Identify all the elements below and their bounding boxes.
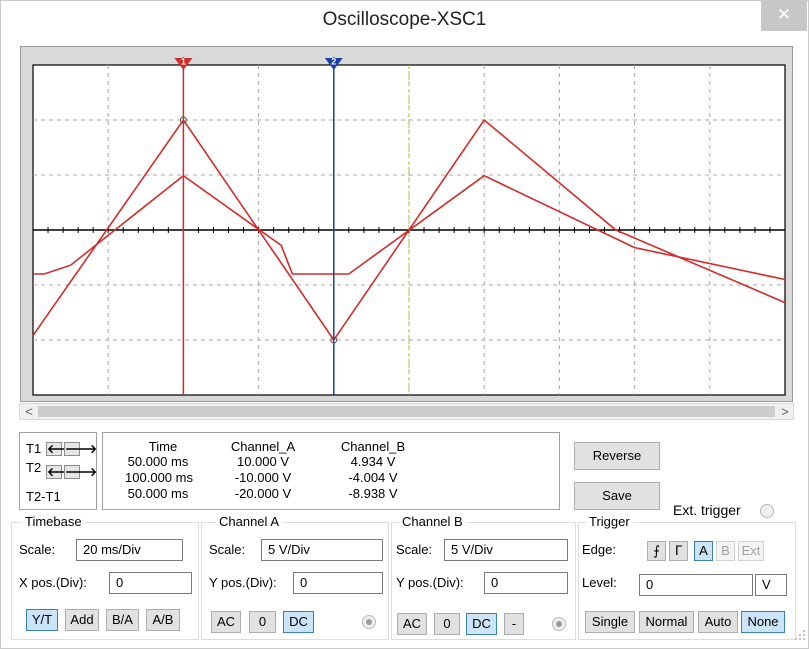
rising-edge-button[interactable]: ⨍ (647, 541, 666, 561)
ext-trigger-radio[interactable] (760, 504, 774, 518)
channel-a-scale-label: Scale: (209, 542, 246, 557)
trigger-level-unit[interactable]: V (755, 574, 787, 596)
channel-a-title: Channel A (216, 514, 282, 529)
trigger-group: Trigger Edge: ⨍ ᒥ A B Ext Level: 0 V Sin… (578, 514, 796, 640)
mode-yt-button[interactable]: Y/T (26, 609, 58, 631)
channel-a-dc-button[interactable]: DC (283, 611, 314, 633)
scroll-left-arrow[interactable]: < (25, 404, 33, 419)
readout-t2-channel-b: -4.004 V (348, 470, 398, 485)
channel-a-ypos-input[interactable]: 0 (293, 572, 383, 594)
trigger-single-button[interactable]: Single (585, 611, 635, 633)
readout-t2-channel-a: -10.000 V (234, 470, 292, 485)
scroll-right-arrow[interactable]: > (781, 404, 789, 419)
channel-b-scale-label: Scale: (396, 542, 433, 557)
cursor-2-marker (330, 336, 338, 344)
t1-right-button[interactable]: 🡒 (64, 442, 97, 456)
channel-b-ac-button[interactable]: AC (397, 613, 427, 635)
window-title: Oscilloscope-XSC1 (322, 9, 487, 30)
t1-left-button[interactable]: 🡐 (46, 442, 79, 456)
horizontal-scrollbar[interactable]: < > (19, 403, 794, 420)
close-button[interactable]: ✕ (761, 1, 807, 31)
trigger-auto-button[interactable]: Auto (698, 611, 738, 633)
t2-right-button[interactable]: 🡒 (64, 465, 97, 479)
trigger-source-b-button[interactable]: B (716, 541, 735, 561)
cursor-controls: T1 🡐 🡒 T2 🡐 🡒 T2-T1 (19, 432, 97, 510)
t2-t1-label: T2-T1 (26, 489, 61, 504)
resize-grip-icon[interactable] (794, 629, 806, 641)
arrow-right-icon: 🡒 (65, 465, 98, 479)
channel-b-radio[interactable] (552, 617, 566, 631)
trigger-normal-button[interactable]: Normal (639, 611, 694, 633)
mode-ba-button[interactable]: B/A (106, 609, 139, 631)
channel-a-radio[interactable] (362, 615, 376, 629)
trigger-source-a-button[interactable]: A (694, 541, 713, 561)
channel-b-dc-button[interactable]: DC (466, 613, 497, 635)
channel-b-ypos-label: Y pos.(Div): (396, 575, 464, 590)
channel-b-zero-button[interactable]: 0 (434, 613, 460, 635)
t2-label: T2 (26, 460, 42, 475)
cursor-2-handle (324, 58, 343, 70)
trigger-source-ext-button[interactable]: Ext (738, 541, 764, 561)
channel-b-title: Channel B (399, 514, 466, 529)
trigger-level-input[interactable]: 0 (639, 574, 753, 596)
readout-t2-time: 100.000 ms (125, 470, 193, 485)
timebase-xpos-label: X pos.(Div): (19, 575, 87, 590)
channel-a-ac-button[interactable]: AC (211, 611, 241, 633)
reverse-button[interactable]: Reverse (574, 442, 660, 470)
title-bar[interactable]: Oscilloscope-XSC1 ✕ (1, 1, 808, 39)
timebase-scale-label: Scale: (19, 542, 56, 557)
timebase-xpos-input[interactable]: 0 (109, 572, 192, 594)
save-button[interactable]: Save (574, 482, 660, 510)
readout-t1-time: 50.000 ms (127, 454, 189, 469)
ext-trigger-label: Ext. trigger (673, 502, 741, 518)
channel-b-invert-button[interactable]: - (504, 613, 524, 635)
t2-left-button[interactable]: 🡐 (46, 465, 79, 479)
channel-a-zero-button[interactable]: 0 (249, 611, 276, 633)
readout-t1-channel-b: 4.934 V (350, 454, 396, 469)
trigger-edge-label: Edge: (582, 542, 616, 557)
cursor-1-marker (179, 116, 187, 124)
readout-header-channel-b: Channel_B (340, 439, 406, 454)
mode-add-button[interactable]: Add (65, 609, 99, 631)
cursor-2-label: 2 (331, 57, 336, 67)
measurement-readout: Time Channel_A Channel_B 50.000 ms 10.00… (102, 432, 560, 510)
readout-header-channel-a: Channel_A (230, 439, 296, 454)
rising-edge-icon: ⨍ (653, 543, 660, 558)
mode-ab-button[interactable]: A/B (146, 609, 180, 631)
falling-edge-button[interactable]: ᒥ (669, 541, 688, 561)
falling-edge-icon: ᒥ (674, 543, 683, 558)
trigger-level-label: Level: (582, 575, 617, 590)
t1-label: T1 (26, 441, 42, 456)
channel-b-group: Channel B Scale: 5 V/Div Y pos.(Div): 0 … (391, 514, 576, 640)
channel-a-radio-dot (366, 619, 372, 625)
readout-t1-channel-a: 10.000 V (236, 454, 290, 469)
arrow-right-icon: 🡒 (65, 442, 98, 456)
channel-b-radio-dot (556, 621, 562, 627)
scroll-thumb[interactable] (38, 406, 775, 417)
readout-diff-time: 50.000 ms (127, 486, 189, 501)
channel-a-scale-input[interactable]: 5 V/Div (261, 539, 383, 561)
readout-header-time: Time (148, 439, 178, 454)
cursor-1-handle (174, 58, 193, 70)
channel-a-group: Channel A Scale: 5 V/Div Y pos.(Div): 0 … (201, 514, 389, 640)
timebase-title: Timebase (22, 514, 85, 529)
cursor-1-label: 1 (181, 57, 186, 67)
readout-diff-channel-a: -20.000 V (234, 486, 292, 501)
channel-b-scale-input[interactable]: 5 V/Div (444, 539, 568, 561)
timebase-group: Timebase Scale: 20 ms/Div X pos.(Div): 0… (11, 514, 199, 640)
timebase-scale-input[interactable]: 20 ms/Div (76, 539, 183, 561)
trigger-none-button[interactable]: None (741, 611, 785, 633)
channel-b-ypos-input[interactable]: 0 (484, 572, 568, 594)
readout-diff-channel-b: -8.938 V (348, 486, 398, 501)
channel-a-ypos-label: Y pos.(Div): (209, 575, 277, 590)
trigger-title: Trigger (586, 514, 633, 529)
channel-b-trace (33, 174, 786, 281)
